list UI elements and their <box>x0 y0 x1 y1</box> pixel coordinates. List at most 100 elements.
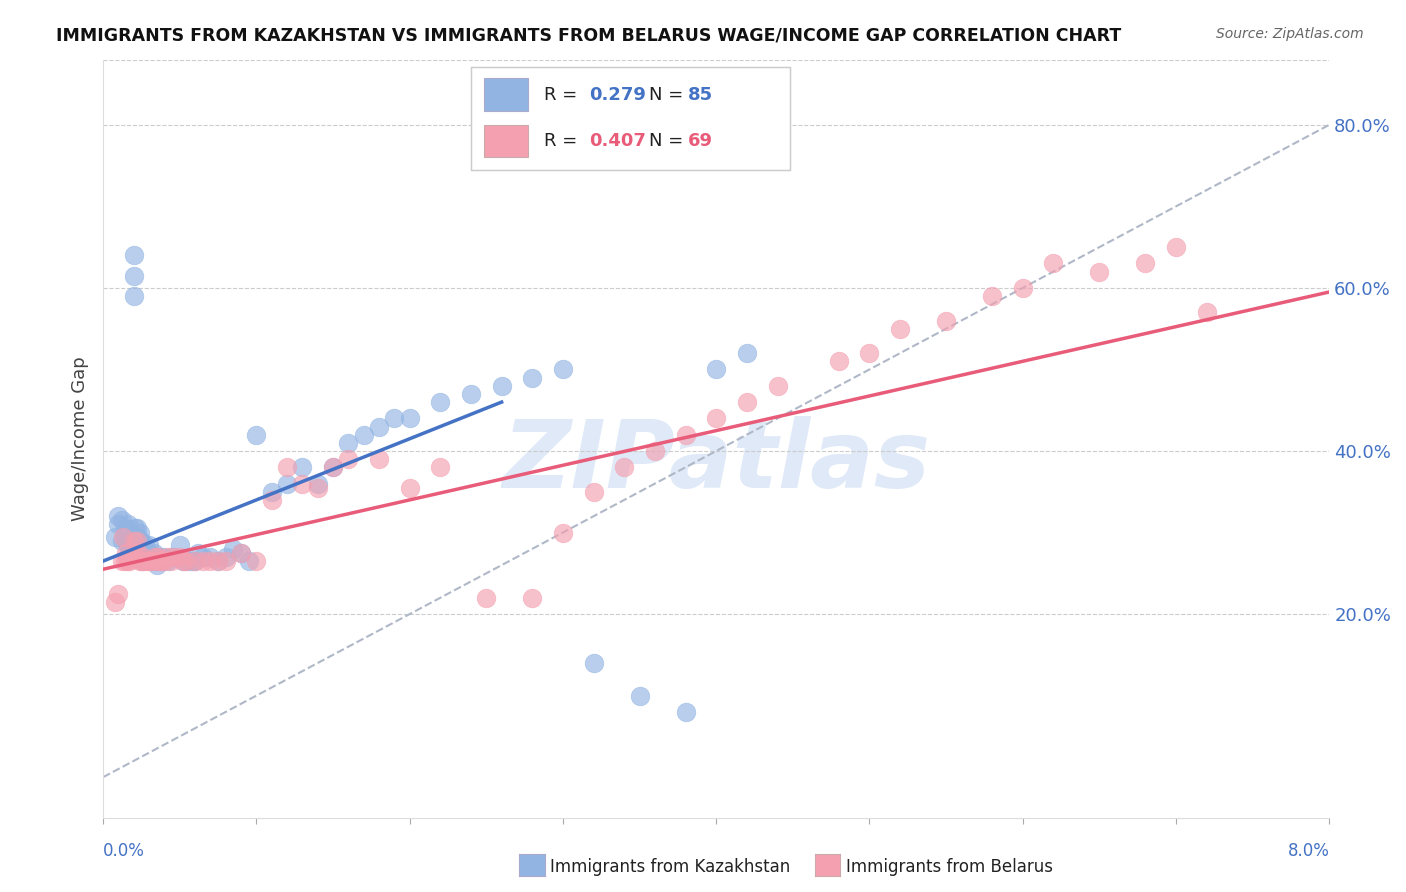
Point <box>200 549 222 564</box>
Point <box>162 549 184 564</box>
Point <box>120 549 142 564</box>
Point <box>110 513 132 527</box>
Point <box>229 546 252 560</box>
Y-axis label: Wage/Income Gap: Wage/Income Gap <box>72 357 89 521</box>
Point <box>200 554 222 568</box>
Point <box>429 395 451 409</box>
Point <box>134 549 156 564</box>
Point <box>337 435 360 450</box>
Point <box>115 533 138 548</box>
Point <box>353 427 375 442</box>
Point <box>122 248 145 262</box>
Point <box>131 533 153 548</box>
Point <box>735 395 758 409</box>
Point <box>156 549 179 564</box>
Point <box>121 538 143 552</box>
Point <box>149 549 172 564</box>
Point <box>120 530 142 544</box>
Point <box>191 549 214 564</box>
Point <box>307 481 329 495</box>
Point <box>132 549 155 564</box>
Point <box>107 587 129 601</box>
Point <box>129 538 152 552</box>
Point <box>148 549 170 564</box>
Point <box>322 460 344 475</box>
Point <box>215 549 238 564</box>
Point <box>117 538 139 552</box>
Point <box>129 525 152 540</box>
Text: 8.0%: 8.0% <box>1288 842 1329 860</box>
Point <box>149 554 172 568</box>
Point <box>704 411 727 425</box>
Point <box>146 558 169 573</box>
Point <box>291 460 314 475</box>
Point <box>138 546 160 560</box>
Point <box>981 289 1004 303</box>
Point <box>368 452 391 467</box>
Point <box>858 346 880 360</box>
Point <box>398 411 420 425</box>
Point <box>172 554 194 568</box>
Point <box>114 554 136 568</box>
Point <box>115 546 138 560</box>
Point <box>156 554 179 568</box>
Point <box>174 554 197 568</box>
Point <box>110 554 132 568</box>
Point <box>582 656 605 670</box>
Point <box>118 546 141 560</box>
Point <box>238 554 260 568</box>
Point <box>138 554 160 568</box>
Point <box>124 533 146 548</box>
Point <box>169 549 191 564</box>
Point <box>124 521 146 535</box>
Point <box>582 484 605 499</box>
Point <box>1042 256 1064 270</box>
Point <box>245 554 267 568</box>
Point <box>117 517 139 532</box>
Point <box>125 521 148 535</box>
Point <box>245 427 267 442</box>
Point <box>125 546 148 560</box>
Point <box>117 554 139 568</box>
Point <box>127 541 149 556</box>
Point <box>169 538 191 552</box>
Point <box>398 481 420 495</box>
Point <box>134 538 156 552</box>
Point <box>551 362 574 376</box>
Point <box>135 549 157 564</box>
Point <box>644 444 666 458</box>
Point <box>368 419 391 434</box>
Point <box>114 521 136 535</box>
Text: Source: ZipAtlas.com: Source: ZipAtlas.com <box>1216 27 1364 41</box>
Point <box>429 460 451 475</box>
Text: Immigrants from Belarus: Immigrants from Belarus <box>845 858 1053 876</box>
Point <box>127 530 149 544</box>
Text: 0.0%: 0.0% <box>103 842 145 860</box>
Text: ZIPatlas: ZIPatlas <box>502 416 931 508</box>
Point <box>675 427 697 442</box>
Text: IMMIGRANTS FROM KAZAKHSTAN VS IMMIGRANTS FROM BELARUS WAGE/INCOME GAP CORRELATIO: IMMIGRANTS FROM KAZAKHSTAN VS IMMIGRANTS… <box>56 27 1122 45</box>
Point <box>291 476 314 491</box>
Point <box>187 546 209 560</box>
Point <box>120 538 142 552</box>
Point <box>125 533 148 548</box>
Point <box>122 549 145 564</box>
Point <box>229 546 252 560</box>
Point <box>628 689 651 703</box>
Point <box>613 460 636 475</box>
Point <box>132 554 155 568</box>
Point <box>307 476 329 491</box>
Point <box>260 484 283 499</box>
Point <box>118 530 141 544</box>
Point <box>129 554 152 568</box>
Point <box>132 541 155 556</box>
Point <box>153 549 176 564</box>
Point <box>176 554 198 568</box>
Point <box>522 370 544 384</box>
Point <box>134 554 156 568</box>
Point <box>184 554 207 568</box>
Point <box>125 530 148 544</box>
Point <box>382 411 405 425</box>
Point <box>276 460 298 475</box>
Point <box>337 452 360 467</box>
